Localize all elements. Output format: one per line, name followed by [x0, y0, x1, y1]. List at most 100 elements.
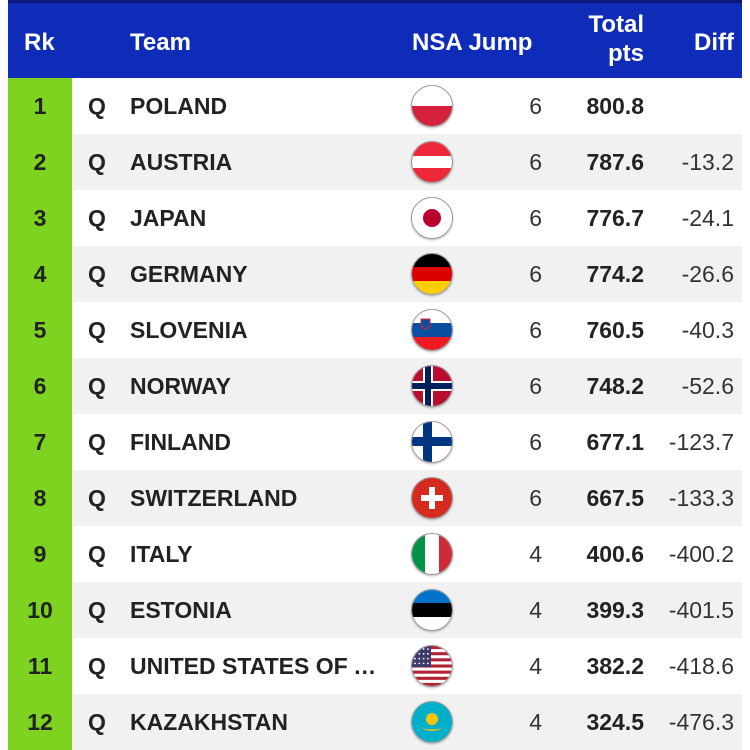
nsa-jump-value: 6 [529, 261, 542, 287]
total-points: 774.2 [586, 261, 644, 287]
team-name[interactable]: FINLAND [130, 429, 231, 455]
qualified-status: Q [88, 261, 106, 287]
table-row[interactable]: 11 Q UNITED STATES OF AMERICA 4 382.2 -418.6 [8, 638, 742, 694]
team-name[interactable]: ITALY [130, 541, 193, 567]
total-points: 800.8 [586, 93, 644, 119]
table-row[interactable]: 5 Q SLOVENIA 6 760.5 -40.3 [8, 302, 742, 358]
rank-cell: 9 [8, 526, 72, 582]
diff-value: -26.6 [681, 261, 734, 287]
team-name[interactable]: GERMANY [130, 261, 248, 287]
italy-flag-icon [411, 533, 453, 575]
total-points: 400.6 [586, 541, 644, 567]
poland-flag-icon [411, 85, 453, 127]
nsa-jump-value: 4 [529, 653, 542, 679]
table-row[interactable]: 3 Q JAPAN 6 776.7 -24.1 [8, 190, 742, 246]
table-row[interactable]: 6 Q NORWAY 6 748.2 -52.6 [8, 358, 742, 414]
table-header: Rk Team NSA Jump Total pts Diff [8, 3, 742, 78]
total-points: 748.2 [586, 373, 644, 399]
diff-value: -24.1 [681, 205, 734, 231]
table-row[interactable]: 12 Q KAZAKHSTAN 4 324.5 -476.3 [8, 694, 742, 750]
table-row[interactable]: 2 Q AUSTRIA 6 787.6 -13.2 [8, 134, 742, 190]
total-points: 667.5 [586, 485, 644, 511]
nsa-jump-value: 4 [529, 597, 542, 623]
diff-value: -40.3 [681, 317, 734, 343]
rank-value: 6 [33, 372, 47, 399]
team-name[interactable]: NORWAY [130, 373, 231, 399]
nsa-jump-value: 6 [529, 93, 542, 119]
team-name[interactable]: UNITED STATES OF AMERICA [130, 653, 392, 679]
estonia-flag-icon [411, 589, 453, 631]
diff-value: -123.7 [668, 429, 734, 455]
table-row[interactable]: 1 Q POLAND 6 800.8 [8, 78, 742, 134]
nsa-jump-value: 6 [529, 205, 542, 231]
rank-cell: 6 [8, 358, 72, 414]
table-row[interactable]: 4 Q GERMANY 6 774.2 -26.6 [8, 246, 742, 302]
qualified-status: Q [88, 709, 106, 735]
header-total-pts[interactable]: Total pts [568, 10, 644, 68]
rank-cell: 3 [8, 190, 72, 246]
total-points: 677.1 [586, 429, 644, 455]
qualified-status: Q [88, 93, 106, 119]
nsa-jump-value: 4 [529, 541, 542, 567]
table-row[interactable]: 7 Q FINLAND 6 677.1 -123.7 [8, 414, 742, 470]
table-row[interactable]: 8 Q SWITZERLAND 6 667.5 -133.3 [8, 470, 742, 526]
qualified-status: Q [88, 485, 106, 511]
team-name[interactable]: POLAND [130, 93, 228, 119]
qualified-status: Q [88, 317, 106, 343]
qualified-status: Q [88, 541, 106, 567]
nsa-jump-value: 6 [529, 485, 542, 511]
rank-value: 10 [27, 596, 53, 623]
qualified-status: Q [88, 653, 106, 679]
rank-value: 8 [33, 484, 47, 511]
team-name[interactable]: AUSTRIA [130, 149, 233, 175]
nsa-jump-value: 6 [529, 373, 542, 399]
rank-cell: 4 [8, 246, 72, 302]
rank-cell: 2 [8, 134, 72, 190]
table-row[interactable]: 9 Q ITALY 4 400.6 -400.2 [8, 526, 742, 582]
table-body: 1 Q POLAND 6 800.8 2 Q AUSTRIA 6 787.6 -13.2 3 Q JAPA… [8, 78, 742, 750]
header-rank[interactable]: Rk [24, 29, 55, 56]
rank-cell: 12 [8, 694, 72, 750]
rank-cell: 5 [8, 302, 72, 358]
team-name[interactable]: KAZAKHSTAN [130, 709, 289, 735]
results-table: Rk Team NSA Jump Total pts Diff 1 Q POLAND 6… [8, 0, 742, 750]
nsa-jump-value: 6 [529, 429, 542, 455]
header-total-line2: pts [608, 40, 644, 67]
total-points: 382.2 [586, 653, 644, 679]
qualified-status: Q [88, 149, 106, 175]
rank-value: 4 [33, 260, 47, 287]
team-name[interactable]: SWITZERLAND [130, 485, 298, 511]
team-name[interactable]: SLOVENIA [130, 317, 248, 343]
diff-value: -52.6 [681, 373, 734, 399]
top-border [8, 0, 742, 3]
rank-cell: 8 [8, 470, 72, 526]
header-nsa-jump[interactable]: NSA Jump [412, 29, 533, 56]
diff-value [648, 78, 734, 134]
header-diff[interactable]: Diff [694, 29, 734, 56]
table-row[interactable]: 10 Q ESTONIA 4 399.3 -401.5 [8, 582, 742, 638]
qualified-status: Q [88, 373, 106, 399]
diff-value: -401.5 [668, 597, 734, 623]
austria-flag-icon [411, 141, 453, 183]
rank-cell: 1 [8, 78, 72, 134]
qualified-status: Q [88, 205, 106, 231]
rank-value: 9 [33, 540, 47, 567]
team-name[interactable]: ESTONIA [130, 597, 232, 623]
diff-value: -476.3 [668, 709, 734, 735]
qualified-status: Q [88, 597, 106, 623]
header-team[interactable]: Team [130, 29, 191, 56]
diff-value: -133.3 [668, 485, 734, 511]
rank-cell: 7 [8, 414, 72, 470]
rank-value: 3 [33, 204, 47, 231]
rank-value: 5 [33, 316, 47, 343]
nsa-jump-value: 6 [529, 149, 542, 175]
rank-value: 12 [27, 708, 53, 735]
total-points: 324.5 [586, 709, 644, 735]
team-name[interactable]: JAPAN [130, 205, 207, 231]
switzerland-flag-icon [411, 477, 453, 519]
rank-value: 7 [33, 428, 47, 455]
germany-flag-icon [411, 253, 453, 295]
norway-flag-icon [411, 365, 453, 407]
slovenia-flag-icon [411, 309, 453, 351]
total-points: 776.7 [586, 205, 644, 231]
